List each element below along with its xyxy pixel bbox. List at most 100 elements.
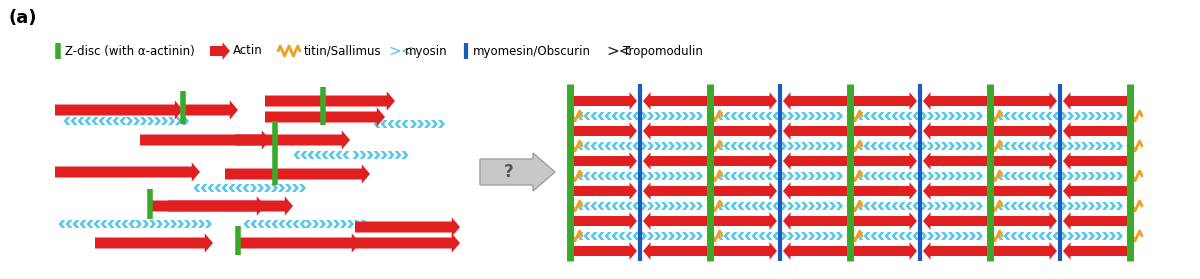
Polygon shape xyxy=(738,202,744,210)
Polygon shape xyxy=(923,242,986,260)
Polygon shape xyxy=(1109,172,1116,180)
Text: ?: ? xyxy=(504,163,514,181)
Polygon shape xyxy=(640,172,647,180)
Polygon shape xyxy=(590,172,598,180)
Polygon shape xyxy=(1038,232,1045,240)
Polygon shape xyxy=(713,122,778,140)
Polygon shape xyxy=(962,112,970,120)
Polygon shape xyxy=(689,112,696,120)
Polygon shape xyxy=(235,184,242,192)
Polygon shape xyxy=(713,182,778,200)
Polygon shape xyxy=(899,232,906,240)
Polygon shape xyxy=(574,152,637,170)
Polygon shape xyxy=(312,220,319,228)
Polygon shape xyxy=(1045,142,1052,150)
Polygon shape xyxy=(1109,232,1116,240)
Polygon shape xyxy=(264,220,271,228)
Polygon shape xyxy=(1032,142,1038,150)
Polygon shape xyxy=(168,196,293,216)
Polygon shape xyxy=(286,220,293,228)
Polygon shape xyxy=(744,232,751,240)
Polygon shape xyxy=(836,112,842,120)
Polygon shape xyxy=(300,220,306,228)
Polygon shape xyxy=(643,212,707,230)
Polygon shape xyxy=(815,232,822,240)
Polygon shape xyxy=(1096,202,1102,210)
Polygon shape xyxy=(738,112,744,120)
Polygon shape xyxy=(1060,142,1067,150)
Polygon shape xyxy=(1074,172,1081,180)
Polygon shape xyxy=(751,142,758,150)
Polygon shape xyxy=(955,142,962,150)
Polygon shape xyxy=(802,112,808,120)
Polygon shape xyxy=(380,151,388,159)
Polygon shape xyxy=(438,120,445,128)
Polygon shape xyxy=(794,112,802,120)
Polygon shape xyxy=(857,172,864,180)
Polygon shape xyxy=(784,122,847,140)
Polygon shape xyxy=(574,122,637,140)
Text: myomesin/Obscurin: myomesin/Obscurin xyxy=(473,44,592,57)
Polygon shape xyxy=(794,202,802,210)
Polygon shape xyxy=(640,232,647,240)
Polygon shape xyxy=(877,202,884,210)
Polygon shape xyxy=(758,172,766,180)
Polygon shape xyxy=(632,142,640,150)
Polygon shape xyxy=(1060,232,1067,240)
Polygon shape xyxy=(91,117,98,125)
Polygon shape xyxy=(822,172,829,180)
Polygon shape xyxy=(787,202,794,210)
Polygon shape xyxy=(1109,202,1116,210)
Polygon shape xyxy=(1038,112,1045,120)
Polygon shape xyxy=(71,117,78,125)
Polygon shape xyxy=(689,142,696,150)
Polygon shape xyxy=(1052,112,1060,120)
Polygon shape xyxy=(758,112,766,120)
Polygon shape xyxy=(347,220,354,228)
Polygon shape xyxy=(808,202,815,210)
Polygon shape xyxy=(226,164,370,184)
Polygon shape xyxy=(292,184,299,192)
Polygon shape xyxy=(170,220,178,228)
Polygon shape xyxy=(802,142,808,150)
Polygon shape xyxy=(299,184,306,192)
Polygon shape xyxy=(906,142,912,150)
Polygon shape xyxy=(751,172,758,180)
Polygon shape xyxy=(342,151,349,159)
Polygon shape xyxy=(1010,112,1018,120)
Polygon shape xyxy=(228,184,235,192)
Polygon shape xyxy=(976,142,983,150)
Polygon shape xyxy=(98,117,106,125)
Text: Tropomodulin: Tropomodulin xyxy=(623,44,703,57)
Polygon shape xyxy=(336,151,342,159)
Text: Actin: Actin xyxy=(233,44,263,57)
Polygon shape xyxy=(583,172,590,180)
Polygon shape xyxy=(605,202,612,210)
Polygon shape xyxy=(286,184,292,192)
Polygon shape xyxy=(744,202,751,210)
Polygon shape xyxy=(163,220,170,228)
Polygon shape xyxy=(340,220,347,228)
Polygon shape xyxy=(605,112,612,120)
Polygon shape xyxy=(674,172,682,180)
Polygon shape xyxy=(647,112,654,120)
Polygon shape xyxy=(661,232,668,240)
Polygon shape xyxy=(590,142,598,150)
Polygon shape xyxy=(431,120,438,128)
Polygon shape xyxy=(632,202,640,210)
Polygon shape xyxy=(257,184,264,192)
Polygon shape xyxy=(654,142,661,150)
Polygon shape xyxy=(682,112,689,120)
Polygon shape xyxy=(877,172,884,180)
Polygon shape xyxy=(815,172,822,180)
Polygon shape xyxy=(934,172,941,180)
Polygon shape xyxy=(1067,232,1074,240)
Polygon shape xyxy=(766,142,773,150)
Polygon shape xyxy=(674,202,682,210)
Polygon shape xyxy=(264,184,271,192)
Polygon shape xyxy=(976,172,983,180)
Polygon shape xyxy=(148,117,154,125)
Polygon shape xyxy=(1060,202,1067,210)
Polygon shape xyxy=(668,202,674,210)
Polygon shape xyxy=(822,142,829,150)
